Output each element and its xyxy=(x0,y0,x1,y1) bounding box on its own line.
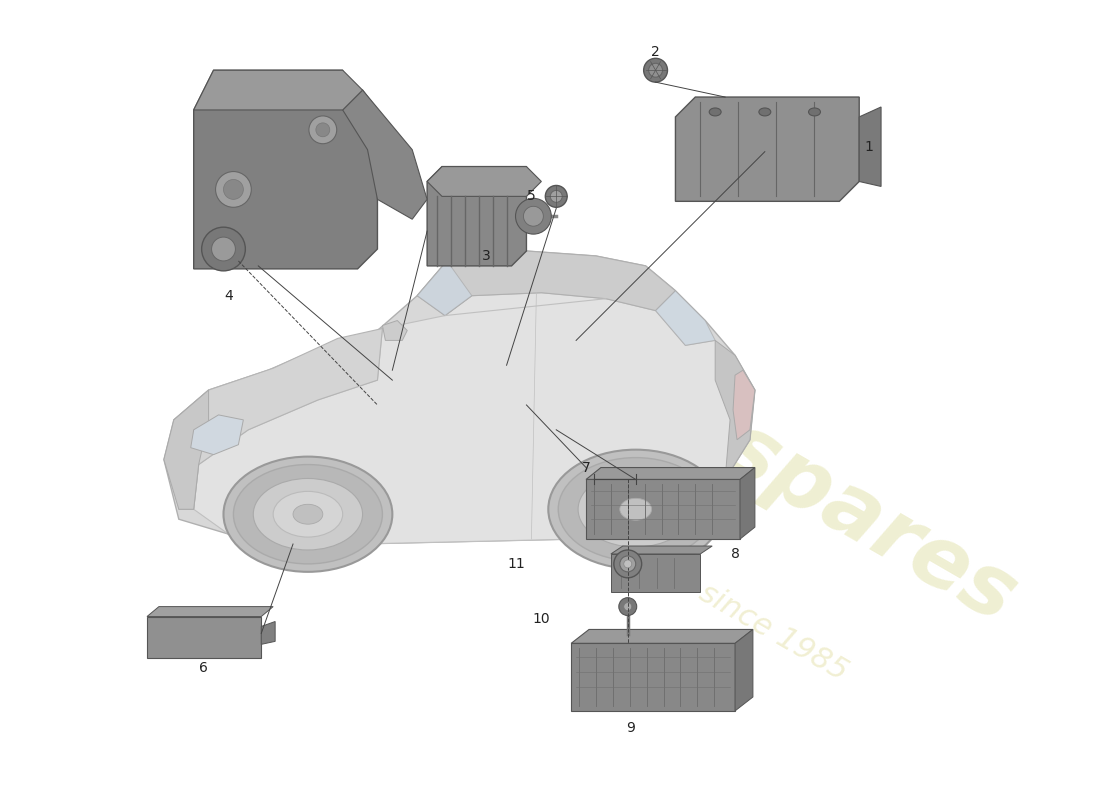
Ellipse shape xyxy=(273,491,343,537)
Ellipse shape xyxy=(624,560,631,568)
Ellipse shape xyxy=(293,504,322,524)
Ellipse shape xyxy=(649,63,662,77)
Ellipse shape xyxy=(548,450,723,569)
Ellipse shape xyxy=(516,198,551,234)
Polygon shape xyxy=(261,622,275,644)
Text: 1: 1 xyxy=(865,140,873,154)
Ellipse shape xyxy=(579,471,693,547)
Ellipse shape xyxy=(558,458,713,561)
Text: 5: 5 xyxy=(527,190,536,203)
Text: 4: 4 xyxy=(224,289,233,302)
Text: 3: 3 xyxy=(482,249,491,263)
Polygon shape xyxy=(427,166,527,266)
Polygon shape xyxy=(675,97,859,202)
Polygon shape xyxy=(147,617,261,658)
Ellipse shape xyxy=(644,58,668,82)
Ellipse shape xyxy=(808,108,821,116)
Ellipse shape xyxy=(201,227,245,271)
Ellipse shape xyxy=(309,116,337,144)
Polygon shape xyxy=(610,546,712,554)
Polygon shape xyxy=(147,606,273,617)
Ellipse shape xyxy=(624,602,631,610)
Polygon shape xyxy=(417,261,472,315)
Ellipse shape xyxy=(619,556,636,572)
Ellipse shape xyxy=(619,498,651,520)
Ellipse shape xyxy=(211,237,235,261)
Ellipse shape xyxy=(223,179,243,199)
Polygon shape xyxy=(733,370,755,440)
Ellipse shape xyxy=(710,108,722,116)
Polygon shape xyxy=(190,415,243,454)
Ellipse shape xyxy=(550,190,562,202)
Polygon shape xyxy=(343,90,427,219)
Ellipse shape xyxy=(233,465,383,564)
Ellipse shape xyxy=(524,206,543,226)
Polygon shape xyxy=(383,321,407,341)
Polygon shape xyxy=(194,293,750,544)
Text: 10: 10 xyxy=(532,611,550,626)
Ellipse shape xyxy=(223,457,393,572)
Polygon shape xyxy=(715,341,755,479)
Ellipse shape xyxy=(759,108,771,116)
Polygon shape xyxy=(740,467,755,539)
Polygon shape xyxy=(610,554,701,592)
Ellipse shape xyxy=(253,478,363,550)
Ellipse shape xyxy=(598,485,673,534)
Ellipse shape xyxy=(216,171,251,207)
Polygon shape xyxy=(859,107,881,186)
Polygon shape xyxy=(571,630,752,643)
Ellipse shape xyxy=(316,123,330,137)
Ellipse shape xyxy=(614,550,641,578)
Ellipse shape xyxy=(619,598,637,615)
Text: 11: 11 xyxy=(507,557,526,571)
Polygon shape xyxy=(194,70,377,269)
Text: 7: 7 xyxy=(582,461,591,474)
Ellipse shape xyxy=(546,186,568,207)
Text: 2: 2 xyxy=(651,46,660,59)
Text: a passion for parts since 1985: a passion for parts since 1985 xyxy=(439,431,852,686)
Polygon shape xyxy=(174,329,383,510)
Text: 9: 9 xyxy=(626,721,635,734)
Text: eurospares: eurospares xyxy=(518,298,1032,642)
Polygon shape xyxy=(417,251,675,315)
Polygon shape xyxy=(164,251,755,544)
Polygon shape xyxy=(586,479,740,539)
Polygon shape xyxy=(586,467,755,479)
Text: 8: 8 xyxy=(730,547,739,561)
Polygon shape xyxy=(656,290,715,346)
Polygon shape xyxy=(427,166,541,196)
Text: 6: 6 xyxy=(199,661,208,675)
Polygon shape xyxy=(164,390,209,510)
Polygon shape xyxy=(571,643,735,711)
Polygon shape xyxy=(194,70,363,110)
Polygon shape xyxy=(735,630,752,711)
